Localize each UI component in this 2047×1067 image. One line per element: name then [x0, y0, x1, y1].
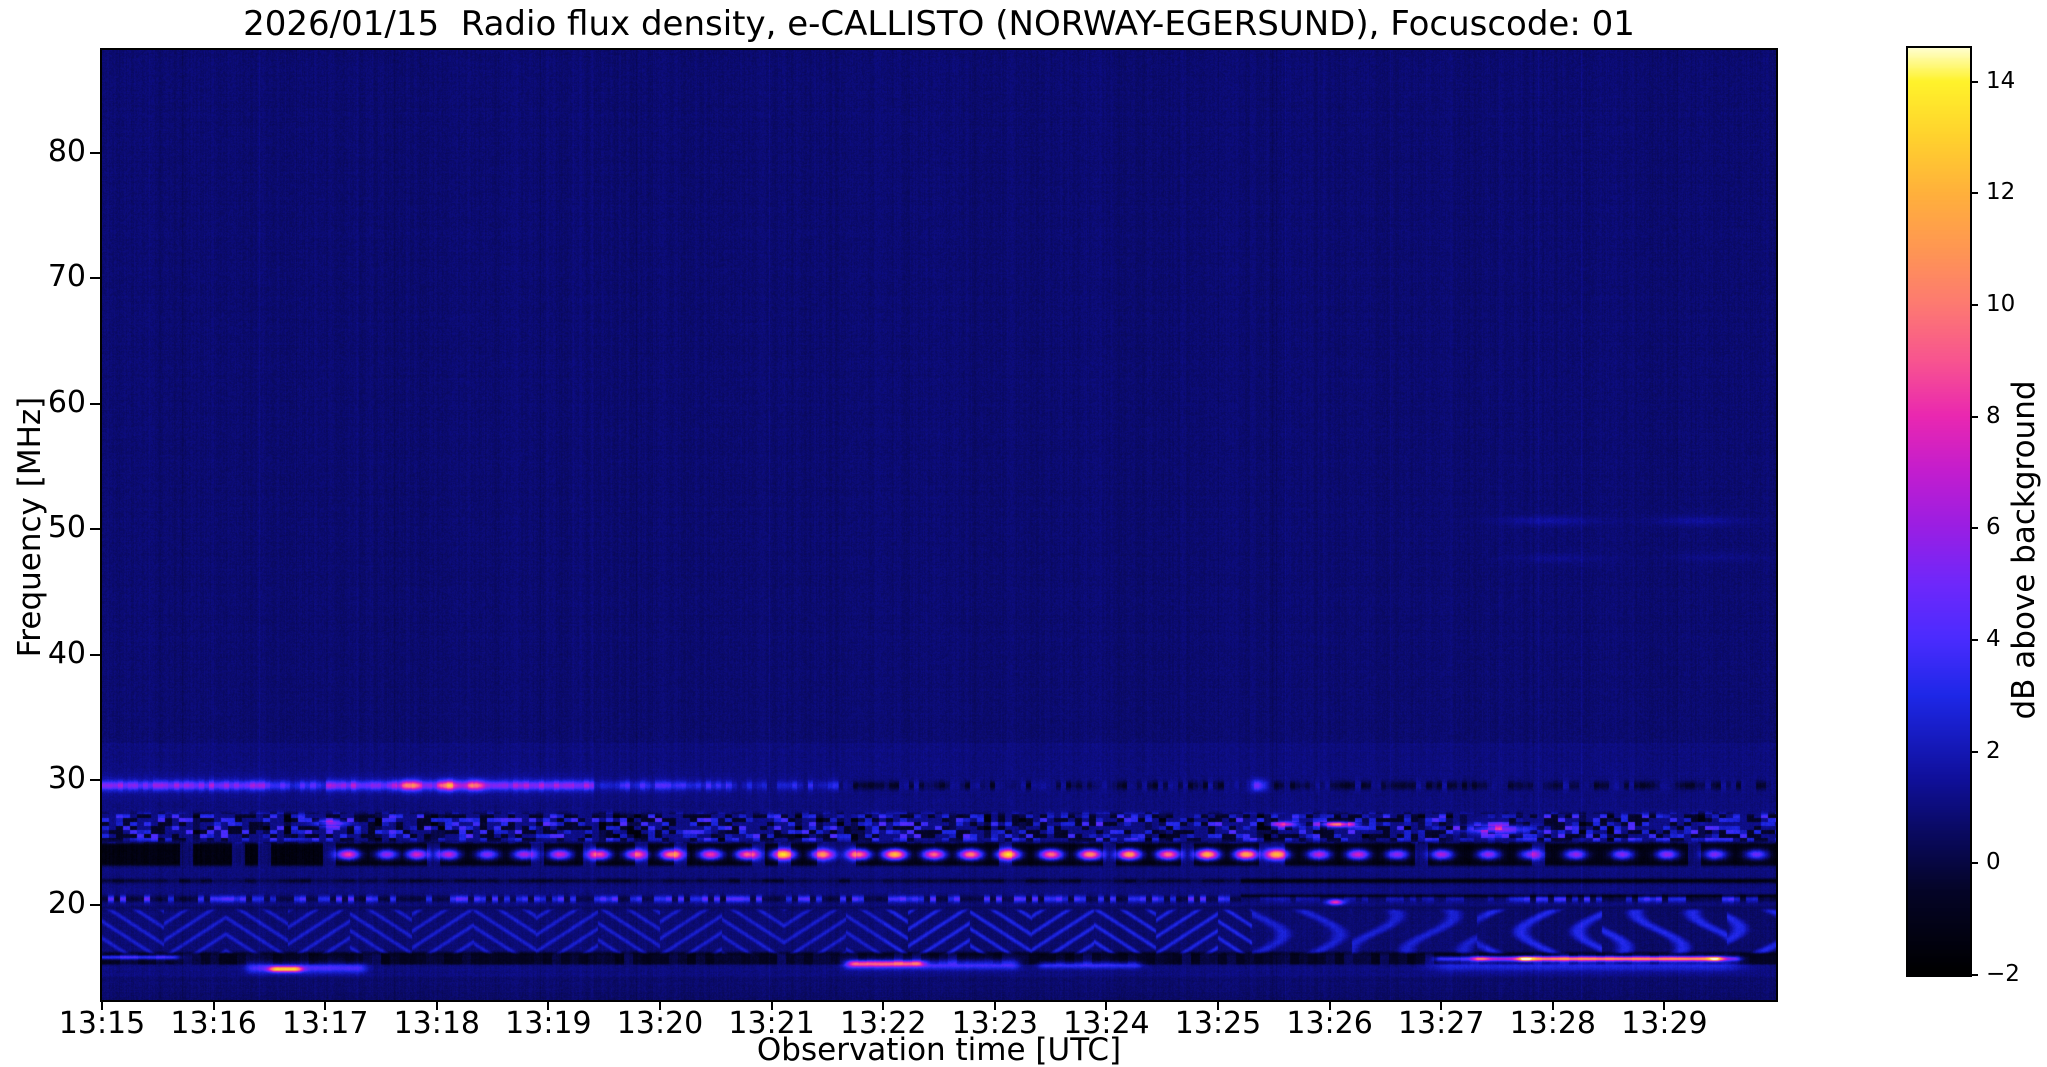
- chart-title: 2026/01/15 Radio flux density, e-CALLIST…: [243, 4, 1635, 44]
- colorbar-tick-label: 12: [1986, 179, 2016, 206]
- y-tick-mark: [90, 904, 100, 907]
- x-tick-label: 13:24: [1063, 1006, 1150, 1041]
- x-tick-label: 13:20: [616, 1006, 704, 1041]
- x-tick-mark: [547, 1000, 550, 1010]
- x-tick-mark: [1105, 1000, 1108, 1010]
- x-tick-label: 13:18: [393, 1006, 481, 1041]
- colorbar-tick-label: 8: [1986, 402, 2001, 429]
- x-tick-mark: [212, 1000, 215, 1010]
- colorbar-tick-mark: [1970, 974, 1978, 976]
- colorbar-tick-label: 14: [1986, 67, 2016, 94]
- x-tick-mark: [324, 1000, 327, 1010]
- y-tick-label: 20: [47, 886, 86, 922]
- x-tick-mark: [770, 1000, 773, 1010]
- colorbar-tick-label: 6: [1986, 514, 2001, 541]
- colorbar-tick-label: 10: [1986, 290, 2016, 317]
- colorbar-tick-mark: [1970, 80, 1978, 83]
- x-tick-label: 13:29: [1621, 1006, 1708, 1041]
- y-tick-label: 40: [47, 635, 86, 671]
- x-tick-label: 13:16: [170, 1006, 257, 1041]
- x-tick-mark: [1328, 1000, 1331, 1010]
- x-tick-mark: [659, 1000, 661, 1010]
- x-tick-mark: [882, 1000, 885, 1010]
- y-tick-mark: [90, 528, 100, 531]
- x-tick-label: 13:26: [1286, 1006, 1373, 1041]
- colorbar-tick-mark: [1970, 303, 1978, 306]
- y-tick-mark: [90, 653, 100, 656]
- colorbar-tick-mark: [1970, 750, 1978, 753]
- colorbar-tick-mark: [1970, 415, 1978, 418]
- colorbar-tick-label: 2: [1986, 737, 2001, 764]
- x-tick-label: 13:22: [839, 1006, 927, 1041]
- x-tick-label: 13:21: [728, 1006, 815, 1041]
- x-tick-mark: [1551, 1000, 1554, 1010]
- colorbar-tick-mark: [1970, 527, 1978, 530]
- y-tick-label: 50: [47, 510, 86, 546]
- x-tick-mark: [1663, 1000, 1666, 1010]
- colorbar-tick-mark: [1970, 638, 1978, 641]
- x-tick-label: 13:19: [505, 1006, 592, 1041]
- y-tick-label: 80: [47, 134, 86, 169]
- x-tick-label: 13:25: [1174, 1006, 1262, 1041]
- x-tick-mark: [993, 1000, 996, 1010]
- colorbar-tick-label: 0: [1986, 849, 2001, 876]
- x-axis-label: Observation time [UTC]: [756, 1032, 1122, 1067]
- y-tick-mark: [90, 779, 100, 781]
- colorbar-tick-label: 4: [1986, 625, 2001, 652]
- x-tick-label: 13:23: [951, 1006, 1039, 1041]
- y-tick-mark: [90, 402, 100, 405]
- colorbar-label: dB above background: [2006, 380, 2042, 720]
- colorbar-tick-mark: [1970, 862, 1978, 865]
- x-tick-label: 13:15: [58, 1006, 146, 1041]
- y-tick-label: 70: [47, 259, 86, 295]
- spectrogram-heatmap: [102, 50, 1776, 1000]
- y-tick-mark: [90, 152, 100, 154]
- x-tick-mark: [1217, 1000, 1219, 1010]
- x-tick-label: 13:28: [1509, 1006, 1597, 1041]
- y-tick-label: 60: [47, 384, 86, 420]
- x-tick-label: 13:27: [1397, 1006, 1485, 1041]
- x-tick-mark: [101, 1000, 103, 1010]
- colorbar-gradient: [1908, 48, 1970, 975]
- x-tick-label: 13:17: [281, 1006, 369, 1041]
- y-tick-mark: [90, 277, 100, 280]
- colorbar-tick-label: −2: [1986, 961, 2020, 987]
- colorbar-tick-mark: [1970, 192, 1978, 195]
- y-tick-label: 30: [47, 761, 86, 796]
- x-tick-mark: [1440, 1000, 1443, 1010]
- x-tick-mark: [435, 1000, 438, 1010]
